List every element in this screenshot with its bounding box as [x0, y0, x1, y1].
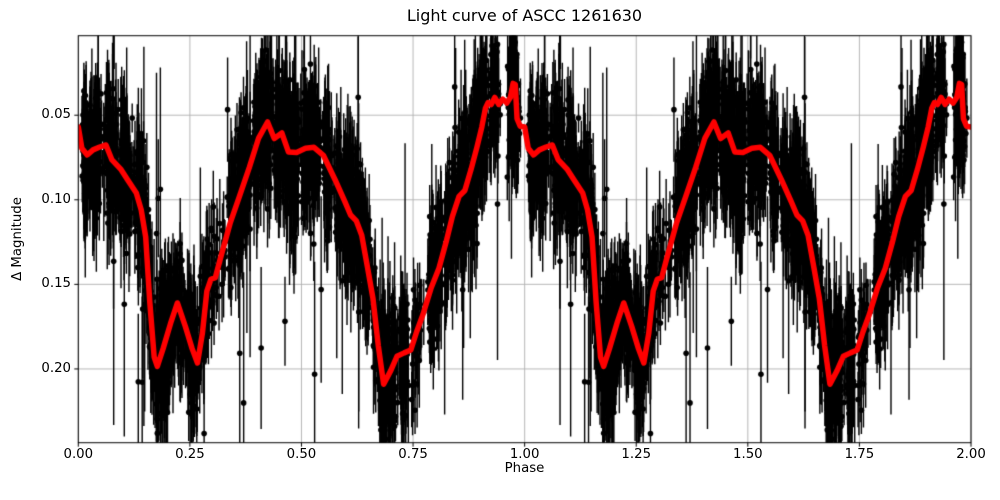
- chart-title: Light curve of ASCC 1261630: [406, 6, 643, 25]
- y-tick-label: 0.20: [41, 360, 71, 376]
- y-tick-label: 0.15: [41, 276, 71, 292]
- y-tick-label: 0.10: [41, 191, 71, 207]
- x-tick-label: 0.00: [63, 447, 94, 462]
- x-tick-label: 1.75: [844, 447, 875, 462]
- x-axis-label: Phase: [504, 461, 545, 476]
- x-tick-label: 0.75: [398, 447, 428, 462]
- x-tick-label: 2.00: [956, 447, 986, 462]
- x-tick-label: 1.00: [509, 447, 540, 462]
- x-tick-label: 1.50: [733, 447, 763, 462]
- x-tick-label: 1.25: [621, 447, 652, 462]
- y-axis-label: Δ Magnitude: [10, 197, 25, 281]
- y-tick-label: 0.05: [41, 107, 71, 123]
- x-tick-label: 0.50: [286, 447, 317, 462]
- x-tick-label: 0.25: [175, 447, 205, 462]
